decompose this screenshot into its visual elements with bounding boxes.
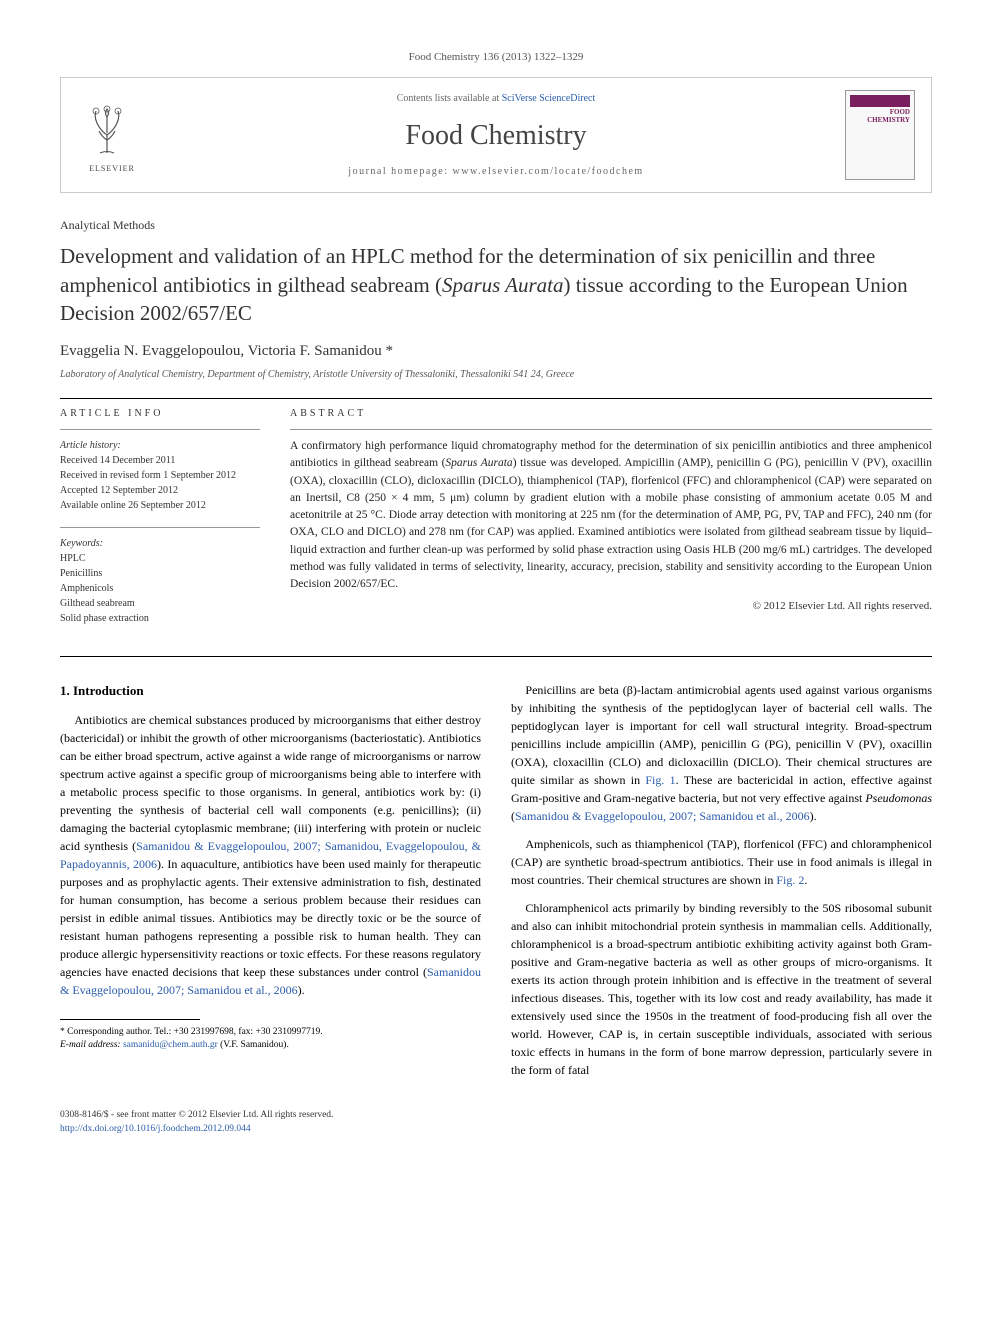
figure-link[interactable]: Fig. 2 <box>776 873 804 887</box>
citation-link[interactable]: Samanidou & Evaggelopoulou, 2007; Samani… <box>515 809 810 823</box>
page-footer: 0308-8146/$ - see front matter © 2012 El… <box>60 1109 932 1136</box>
keywords-label: Keywords: <box>60 536 260 551</box>
history-item: Available online 26 September 2012 <box>60 498 260 513</box>
author-list: Evaggelia N. Evaggelopoulou, Victoria F.… <box>60 341 932 362</box>
body-paragraph: Penicillins are beta (β)-lactam antimicr… <box>511 681 932 825</box>
sciencedirect-link[interactable]: SciVerse ScienceDirect <box>502 93 596 104</box>
divider <box>60 429 260 430</box>
meta-abstract-row: ARTICLE INFO Article history: Received 1… <box>60 407 932 640</box>
body-column-left: 1. Introduction Antibiotics are chemical… <box>60 681 481 1089</box>
email-label: E-mail address: <box>60 1040 123 1050</box>
abstract-heading: ABSTRACT <box>290 407 932 421</box>
keyword: Gilthead seabream <box>60 596 260 611</box>
masthead-center: Contents lists available at SciVerse Sci… <box>147 92 845 179</box>
divider <box>290 429 932 430</box>
publisher-name: ELSEVIER <box>82 163 142 174</box>
homepage-prefix: journal homepage: <box>348 166 452 177</box>
keywords-block: Keywords: HPLC Penicillins Amphenicols G… <box>60 536 260 626</box>
article-history-block: Article history: Received 14 December 20… <box>60 438 260 513</box>
footnote-separator <box>60 1019 200 1020</box>
abstract-column: ABSTRACT A confirmatory high performance… <box>290 407 932 640</box>
abstract-text: A confirmatory high performance liquid c… <box>290 438 932 593</box>
tree-icon <box>82 105 132 155</box>
cover-accent-bar <box>850 95 910 107</box>
contents-prefix: Contents lists available at <box>397 93 502 104</box>
text-run: . <box>804 873 807 887</box>
title-species: Sparus Aurata <box>442 273 564 297</box>
keyword: HPLC <box>60 551 260 566</box>
abstract-part-2: ) tissue was developed. Ampicillin (AMP)… <box>290 457 932 590</box>
footnote-email-line: E-mail address: samanidu@chem.auth.gr (V… <box>60 1039 481 1052</box>
history-item: Received 14 December 2011 <box>60 453 260 468</box>
contents-line: Contents lists available at SciVerse Sci… <box>147 92 845 106</box>
text-run: Penicillins are beta (β)-lactam antimicr… <box>511 683 932 787</box>
email-link[interactable]: samanidu@chem.auth.gr <box>123 1040 218 1050</box>
running-header: Food Chemistry 136 (2013) 1322–1329 <box>60 50 932 65</box>
author-affiliation: Laboratory of Analytical Chemistry, Depa… <box>60 368 932 382</box>
history-label: Article history: <box>60 438 260 453</box>
keyword: Amphenicols <box>60 581 260 596</box>
article-info-column: ARTICLE INFO Article history: Received 1… <box>60 407 260 640</box>
email-suffix: (V.F. Samanidou). <box>218 1040 289 1050</box>
divider <box>60 527 260 528</box>
text-run: Amphenicols, such as thiamphenicol (TAP)… <box>511 837 932 887</box>
abstract-copyright: © 2012 Elsevier Ltd. All rights reserved… <box>290 599 932 614</box>
cover-title: FOOD CHEMISTRY <box>850 109 910 124</box>
footnote-line: * Corresponding author. Tel.: +30 231997… <box>60 1026 481 1039</box>
article-info-heading: ARTICLE INFO <box>60 407 260 421</box>
publisher-logo-block: ELSEVIER <box>77 100 147 170</box>
page: Food Chemistry 136 (2013) 1322–1329 ELSE… <box>0 0 992 1176</box>
article-section-label: Analytical Methods <box>60 217 932 234</box>
homepage-line: journal homepage: www.elsevier.com/locat… <box>147 165 845 179</box>
journal-title: Food Chemistry <box>147 116 845 155</box>
text-run: ). In aquaculture, antibiotics have been… <box>60 857 481 979</box>
text-run: Antibiotics are chemical substances prod… <box>60 713 481 853</box>
homepage-url: www.elsevier.com/locate/foodchem <box>453 166 644 177</box>
divider <box>60 656 932 657</box>
keyword: Penicillins <box>60 566 260 581</box>
figure-link[interactable]: Fig. 1 <box>645 773 675 787</box>
text-run: ). <box>810 809 817 823</box>
body-paragraph: Chloramphenicol acts primarily by bindin… <box>511 899 932 1079</box>
footer-line: 0308-8146/$ - see front matter © 2012 El… <box>60 1109 932 1122</box>
journal-masthead: ELSEVIER Contents lists available at Sci… <box>60 77 932 193</box>
history-item: Received in revised form 1 September 201… <box>60 468 260 483</box>
species-name: Pseudomonas <box>865 791 932 805</box>
body-two-column: 1. Introduction Antibiotics are chemical… <box>60 681 932 1089</box>
elsevier-logo: ELSEVIER <box>82 105 142 165</box>
section-heading: 1. Introduction <box>60 681 481 701</box>
doi-link[interactable]: http://dx.doi.org/10.1016/j.foodchem.201… <box>60 1124 251 1134</box>
keyword: Solid phase extraction <box>60 611 260 626</box>
body-paragraph: Amphenicols, such as thiamphenicol (TAP)… <box>511 835 932 889</box>
article-title: Development and validation of an HPLC me… <box>60 242 932 327</box>
body-column-right: Penicillins are beta (β)-lactam antimicr… <box>511 681 932 1089</box>
divider <box>60 398 932 399</box>
text-run: ). <box>298 983 305 997</box>
history-item: Accepted 12 September 2012 <box>60 483 260 498</box>
abstract-species: Sparus Aurata <box>445 457 512 469</box>
corresponding-author-footnote: * Corresponding author. Tel.: +30 231997… <box>60 1026 481 1053</box>
body-paragraph: Antibiotics are chemical substances prod… <box>60 711 481 999</box>
journal-cover-thumbnail: FOOD CHEMISTRY <box>845 90 915 180</box>
